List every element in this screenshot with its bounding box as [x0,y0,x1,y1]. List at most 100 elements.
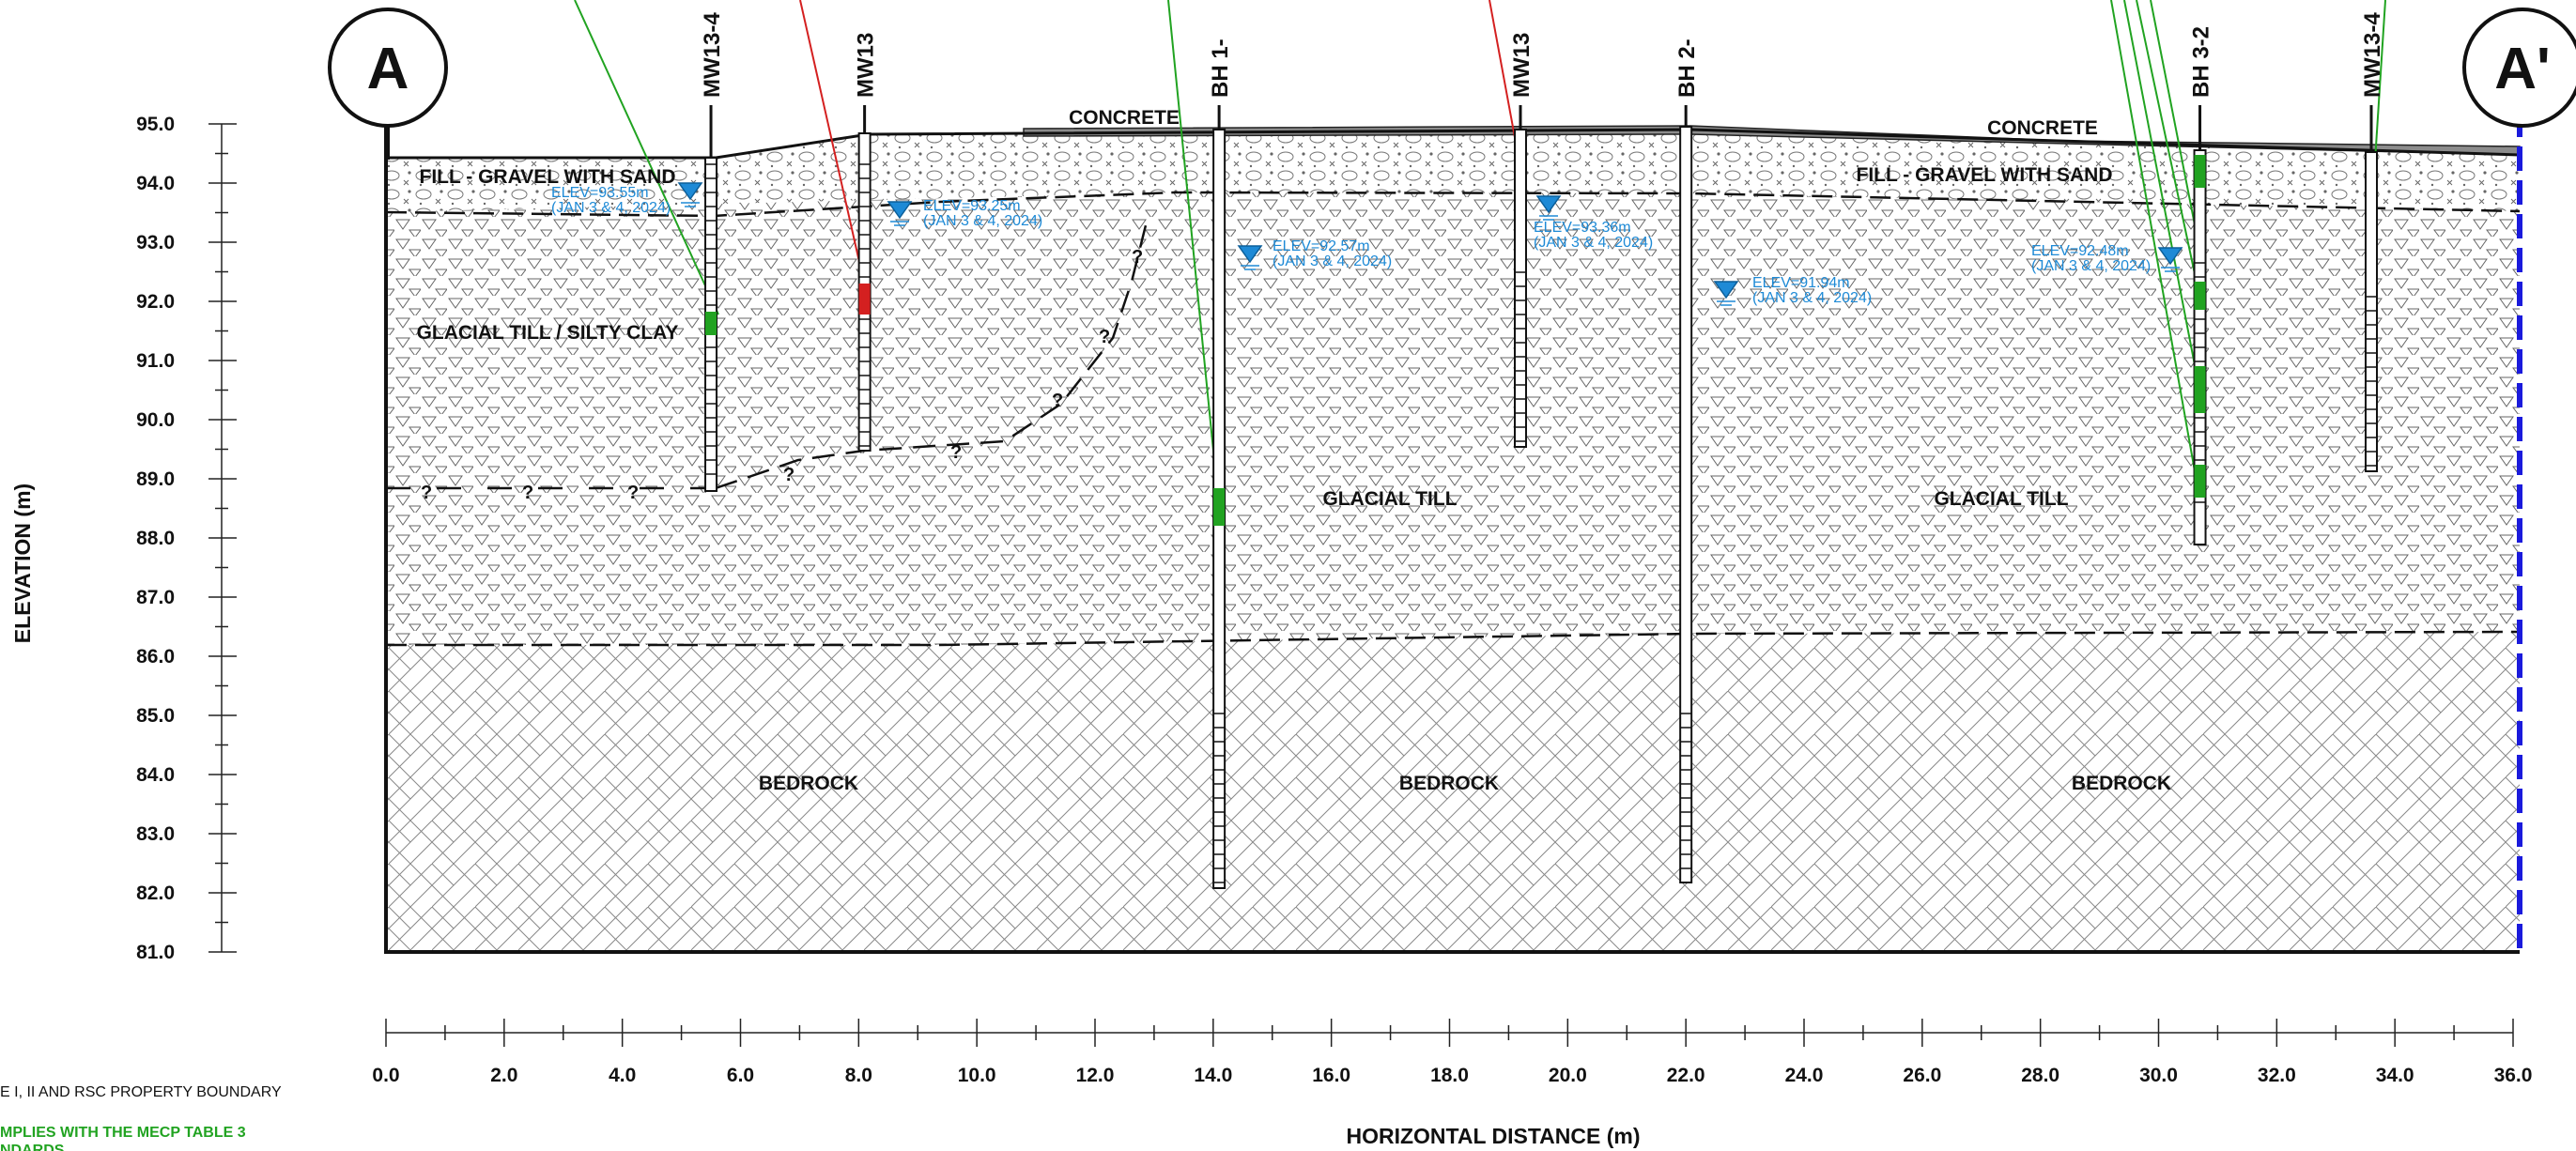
x-tick-label: 28.0 [2021,1065,2059,1086]
water-level-elev: ELEV=93.36m [1534,220,1631,236]
water-level-marker: ELEV=93.55m(JAN 3 & 4, 2024) [551,182,703,216]
x-tick-label: 30.0 [2139,1065,2178,1086]
sample-complies [2194,282,2206,310]
legend-complies-line2: NDARDS [0,1143,65,1151]
sample-complies [2194,155,2206,188]
x-tick-label: 22.0 [1667,1065,1705,1086]
water-level-icon [887,201,913,220]
concrete-label: CONCRETE [1987,117,2098,139]
section-end-label: A' [2494,37,2551,101]
water-level-icon [1713,281,1739,299]
borehole-label: BH 2- [1674,38,1700,98]
borehole: BH 2- [1674,38,1700,883]
water-level-elev: ELEV=92.57m [1273,238,1370,254]
water-level-icon [1535,195,1562,214]
water-levels: ELEV=93.55m(JAN 3 & 4, 2024) ELEV=93.25m(… [551,182,2183,306]
y-tick-label: 88.0 [136,528,175,549]
water-level-date: (JAN 3 & 4, 2024) [551,200,671,216]
x-axis: 0.0 2.0 4.0 6.0 8.0 10.0 12.0 14.0 16.0 18.0 20.0 2… [372,1019,2532,1148]
borehole-label: MW13 [1509,33,1535,98]
bedrock-label: BEDROCK [1399,773,1499,794]
question-mark: ? [1099,327,1110,347]
borehole-casing [1514,129,1527,448]
x-tick-label: 8.0 [845,1065,872,1086]
water-level-elev: ELEV=93.55m [551,185,649,201]
legend: E I, II AND RSC PROPERTY BOUNDARY MPLIES… [0,1084,282,1151]
water-level-marker: ELEV=93.36m(JAN 3 & 4, 2024) [1534,195,1653,251]
section-frame [384,113,2520,954]
fill-gravel-label: FILL - GRAVEL WITH SAND [420,166,676,188]
borehole: MW13-4 [2360,12,2385,472]
water-level-date: (JAN 3 & 4, 2024) [923,213,1042,229]
glacial-till-layer [386,192,2520,645]
y-tick-label: 95.0 [136,114,175,135]
y-tick-label: 94.0 [136,173,175,194]
water-level-marker: ELEV=91.94m(JAN 3 & 4, 2024) [1713,275,1872,306]
borehole-label: MW13-4 [2360,12,2385,98]
x-tick-label: 32.0 [2258,1065,2296,1086]
x-tick-label: 10.0 [958,1065,996,1086]
borehole: MW13-4 [700,12,725,492]
y-axis: 95.0 94.0 93.0 92.0 91.0 90.0 89.0 88.0 87.0 86.0… [10,114,237,963]
water-level-date: (JAN 3 & 4, 2024) [1273,253,1392,269]
x-tick-label: 6.0 [727,1065,754,1086]
x-tick-label: 4.0 [609,1065,636,1086]
glacial-till-label: GLACIAL TILL [1322,488,1457,510]
x-tick-label: 26.0 [1903,1065,1941,1086]
boreholes: MW13-4 MW13 BH 1- MW13 BH 2- BH 3-2 MW13-4 [700,12,2385,889]
question-mark: ? [950,442,962,463]
borehole-label: BH 1- [1208,38,1233,98]
y-tick-label: 92.0 [136,291,175,313]
x-tick-label: 36.0 [2494,1065,2533,1086]
y-axis-title: ELEVATION (m) [10,483,35,643]
x-tick-label: 20.0 [1549,1065,1587,1086]
legend-property-boundary: E I, II AND RSC PROPERTY BOUNDARY [0,1084,282,1100]
legend-complies-line1: MPLIES WITH THE MECP TABLE 3 [0,1125,246,1141]
x-tick-label: 18.0 [1430,1065,1469,1086]
section-marker-a: A [328,8,448,160]
x-tick-label: 16.0 [1312,1065,1350,1086]
sample-complies [2194,465,2206,498]
well-sight-lines [574,0,2386,508]
question-mark: ? [627,483,639,503]
question-mark: ? [421,483,432,503]
y-tick-label: 86.0 [136,646,175,668]
water-level-marker: ELEV=92.57m(JAN 3 & 4, 2024) [1237,238,1392,270]
water-level-icon [677,182,703,201]
borehole-label: BH 3-2 [2189,26,2214,98]
question-mark: ? [522,483,533,503]
y-tick-label: 85.0 [136,705,175,727]
x-tick-label: 12.0 [1076,1065,1115,1086]
x-axis-title: HORIZONTAL DISTANCE (m) [1346,1124,1640,1148]
uncertain-contact-markers: ? ? ? ? ? ? ? ? [421,247,1143,503]
y-tick-label: 82.0 [136,882,175,904]
y-tick-label: 90.0 [136,409,175,431]
section-marker-a-prime: A' [2462,8,2576,128]
water-level-icon [1237,245,1263,264]
x-tick-label: 0.0 [372,1065,399,1086]
water-level-elev: ELEV=92.48m [2031,243,2129,259]
layer-contacts [385,191,2521,647]
bedrock-label: BEDROCK [2072,773,2171,794]
water-level-marker: ELEV=92.48m(JAN 3 & 4, 2024) [2031,243,2183,274]
borehole: MW13 [1509,33,1535,448]
water-level-icon [2157,247,2183,266]
borehole-label: MW13-4 [700,12,725,98]
sample-complies [705,312,717,335]
borehole: BH 1- [1208,38,1233,889]
water-level-date: (JAN 3 & 4, 2024) [1534,235,1653,251]
sample-complies [1213,488,1226,526]
section-start-label: A [367,37,409,101]
question-mark: ? [1052,391,1063,411]
glacial-till-label: GLACIAL TILL [1934,488,2068,510]
question-mark: ? [1132,247,1143,268]
y-tick-label: 87.0 [136,587,175,608]
glacial-till-silty-clay-label: GLACIAL TILL / SILTY CLAY [417,322,679,344]
water-level-date: (JAN 3 & 4, 2024) [2031,258,2151,274]
fill-gravel-label: FILL - GRAVEL WITH SAND [1857,164,2113,186]
bedrock-label: BEDROCK [759,773,858,794]
water-level-marker: ELEV=93.25m(JAN 3 & 4, 2024) [887,198,1042,229]
y-tick-label: 93.0 [136,232,175,253]
bedrock-layer [386,632,2520,952]
